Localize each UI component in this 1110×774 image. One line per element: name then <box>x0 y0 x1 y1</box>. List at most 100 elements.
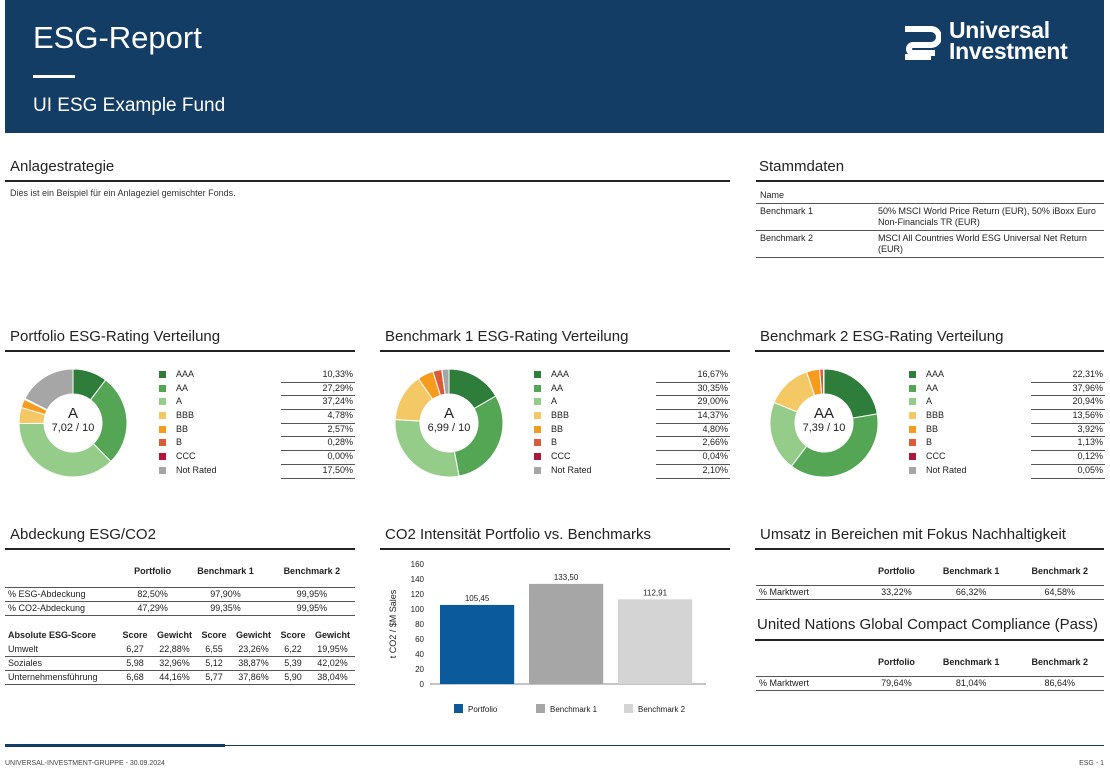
table-cell: 86,64% <box>1015 676 1104 691</box>
legend-swatch <box>159 439 166 447</box>
legend-value: 27,29% <box>322 382 353 393</box>
legend-item: AAA 16,67% <box>534 368 730 383</box>
portfolio-rating-legend: AAA 10,33% AA 27,29% A 37,24% BBB 4,78% BB 2,57% B… <box>159 368 355 479</box>
table-cell: 19,95% <box>309 642 355 657</box>
legend-value: 37,96% <box>1072 382 1103 393</box>
legend-underline <box>656 422 730 424</box>
table-cell: 6,22 <box>275 642 310 657</box>
legend-item: Not Rated 17,50% <box>159 464 355 479</box>
legend-underline <box>1031 381 1105 383</box>
legend-swatch <box>159 466 166 474</box>
legend-value: 29,00% <box>697 396 728 407</box>
table-cell: 38,87% <box>231 656 276 671</box>
legend-swatch <box>909 466 916 474</box>
benchmark2-grade: AA <box>813 405 834 422</box>
legend-item: AA 37,96% <box>909 382 1105 397</box>
table-cell: 22,88% <box>152 642 197 657</box>
legend-swatch <box>534 384 541 392</box>
table-cell: 79,64% <box>866 676 927 691</box>
stammdaten-label: Benchmark 1 <box>756 203 874 231</box>
section-divider <box>5 548 355 550</box>
logo-mark-icon <box>905 26 941 60</box>
legend-label: B <box>551 437 558 448</box>
table-cell: 66,32% <box>926 585 1016 600</box>
column-header: Score <box>122 630 148 640</box>
legend-value: 4,78% <box>327 410 353 421</box>
donut-slice-not-rated <box>441 368 450 395</box>
legend-swatch <box>534 371 541 378</box>
legend-item: BBB 14,37% <box>534 409 730 424</box>
legend-value: 2,66% <box>702 437 728 448</box>
legend-label: AAA <box>551 369 570 379</box>
legend-item: AAA 22,31% <box>909 368 1105 383</box>
stammdaten-table: Name Benchmark 1 50% MSCI World Price Re… <box>756 188 1104 258</box>
section-divider <box>380 548 730 550</box>
report-title: ESG-Report <box>33 20 202 55</box>
legend-swatch <box>909 425 916 433</box>
legend-label: Not Rated <box>926 464 967 475</box>
legend-swatch <box>909 412 916 420</box>
column-header: Benchmark 2 <box>1031 566 1088 576</box>
table-cell: 6,68 <box>118 670 153 685</box>
table-cell: 42,02% <box>309 656 355 671</box>
legend-value: 0,12% <box>1077 451 1103 462</box>
bar-portfolio <box>440 604 515 684</box>
column-header: Benchmark 1 <box>942 566 1000 576</box>
legend-value: 3,92% <box>1077 423 1103 434</box>
legend-swatch <box>534 425 541 433</box>
legend-value: 0,04% <box>702 451 728 462</box>
benchmark1-grade: A <box>443 405 454 422</box>
legend-underline <box>1031 450 1105 452</box>
benchmark1-rating-legend: AAA 16,67% AA 30,35% A 29,00% BBB 14,37% BB 4,80%… <box>534 368 730 479</box>
legend-underline <box>281 395 355 397</box>
table-cell: 97,90% <box>182 587 269 602</box>
score-table-header: Absolute ESG-Score <box>8 630 97 640</box>
legend-label: Benchmark 1 <box>550 705 598 714</box>
legend-label: AA <box>551 382 564 393</box>
stammdaten-label: Benchmark 2 <box>756 230 874 258</box>
legend-value: 2,10% <box>702 464 728 475</box>
benchmark1-rating-title: Benchmark 1 ESG-Rating Verteilung <box>385 328 629 345</box>
legend-item: A 20,94% <box>909 395 1105 411</box>
y-tick-label: 0 <box>420 680 425 689</box>
table-cell: 64,58% <box>1015 585 1104 600</box>
table-cell: 99,95% <box>268 601 355 616</box>
y-tick-label: 60 <box>415 635 424 644</box>
table-cell: 5,12 <box>196 656 231 671</box>
legend-value: 14,37% <box>697 410 728 421</box>
donut-slice-a <box>394 418 460 478</box>
column-header: Portfolio <box>877 657 915 667</box>
benchmark2-rating-donut <box>769 368 879 478</box>
legend-swatch <box>909 453 916 461</box>
legend-label: CCC <box>176 451 196 462</box>
portfolio-rating-title: Portfolio ESG-Rating Verteilung <box>10 328 221 345</box>
legend-underline <box>1031 395 1105 397</box>
benchmark2-score: 7,39 / 10 <box>802 422 846 434</box>
legend-underline <box>1031 477 1105 479</box>
y-tick-label: 140 <box>411 575 425 584</box>
portfolio-rating-donut <box>18 368 128 478</box>
donut-slice-a <box>18 422 112 478</box>
legend-swatch <box>159 425 166 433</box>
row-label: Soziales <box>5 656 118 671</box>
column-header: Benchmark 1 <box>197 566 254 576</box>
table-cell: 5,77 <box>196 670 231 685</box>
legend-label: Portfolio <box>468 705 498 714</box>
column-header: Gewicht <box>235 630 271 640</box>
legend-swatch <box>624 704 633 713</box>
legend-swatch <box>159 412 166 420</box>
legend-label: BB <box>551 423 564 434</box>
legend-swatch <box>536 704 545 713</box>
legend-underline <box>656 463 730 465</box>
portfolio-score: 7,02 / 10 <box>51 422 95 434</box>
umsatz-table: Portfolio Benchmark 1 Benchmark 2 % Mark… <box>756 561 1104 600</box>
legend-underline <box>656 395 730 397</box>
legend-label: BBB <box>551 410 570 421</box>
column-header: Score <box>280 630 306 640</box>
legend-value: 37,24% <box>322 396 353 407</box>
table-cell: 6,55 <box>196 642 231 657</box>
legend-swatch <box>534 412 541 420</box>
co2-intensity-chart: t CO2 / $M Sales 0 20 40 60 80 100 120 140 160 105… <box>388 560 706 714</box>
footer-company-date: UNIVERSAL-INVESTMENT-GRUPPE - 30.09.2024 <box>5 760 165 767</box>
legend-item: CCC 0,04% <box>534 450 730 465</box>
